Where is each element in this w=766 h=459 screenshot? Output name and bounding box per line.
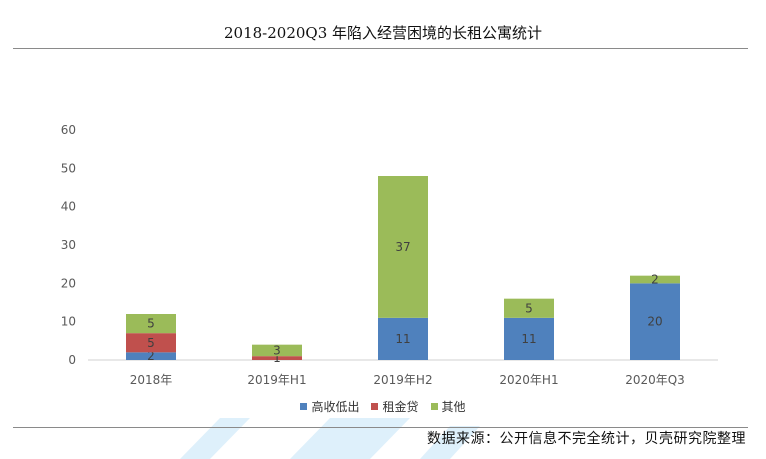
y-tick-label: 30 — [61, 238, 76, 252]
legend-label-2: 其他 — [441, 400, 466, 414]
data-label: 2 — [147, 349, 155, 363]
data-label: 5 — [147, 317, 155, 331]
bar-segment — [252, 356, 302, 360]
legend-swatch-2 — [430, 403, 438, 410]
x-tick-label: 2020年Q3 — [625, 373, 685, 387]
legend-item: 租金贷 — [371, 398, 419, 415]
bar-segment — [252, 344, 302, 357]
bar-segment — [126, 314, 176, 334]
legend: 高收低出 租金贷 其他 — [0, 398, 766, 415]
data-label: 11 — [395, 332, 410, 346]
legend-item: 高收低出 — [300, 398, 359, 415]
bar-segment — [126, 352, 176, 360]
y-tick-label: 60 — [61, 123, 76, 137]
y-tick-label: 10 — [61, 315, 76, 329]
y-axis: 0 10 20 30 40 50 60 — [61, 123, 76, 367]
data-label: 37 — [395, 240, 410, 254]
bar-segment — [630, 275, 680, 284]
data-label: 3 — [273, 343, 281, 357]
bar-segment — [504, 317, 554, 360]
source-note: 数据来源：公开信息不完全统计，贝壳研究院整理 — [427, 431, 746, 447]
bottom-divider — [13, 427, 748, 428]
chart-title: 2018-2020Q3 年陷入经营困境的长租公寓统计 — [223, 24, 543, 42]
data-label: 1 — [273, 351, 281, 365]
y-tick-label: 40 — [61, 200, 76, 214]
y-tick-label: 50 — [61, 161, 76, 175]
x-tick-label: 2020年H1 — [499, 373, 558, 387]
data-label: 5 — [525, 301, 533, 315]
data-label: 20 — [647, 315, 662, 329]
legend-swatch-1 — [371, 403, 379, 410]
x-tick-label: 2019年H1 — [247, 373, 306, 387]
y-tick-label: 20 — [61, 276, 76, 290]
top-divider — [13, 48, 748, 49]
legend-item: 其他 — [430, 398, 466, 415]
bar-segment — [630, 283, 680, 360]
legend-label-1: 租金贷 — [382, 400, 419, 414]
bar-segment — [126, 333, 176, 353]
bar-segment — [504, 298, 554, 318]
watermark-graphic — [180, 418, 480, 459]
x-axis: 2018年 2019年H1 2019年H2 2020年H1 2020年Q3 — [130, 373, 685, 387]
data-label: 2 — [651, 273, 659, 287]
data-label: 5 — [147, 336, 155, 350]
legend-label-0: 高收低出 — [311, 400, 360, 414]
legend-swatch-0 — [300, 403, 308, 410]
data-label: 11 — [521, 332, 536, 346]
bar-segment — [378, 176, 428, 318]
x-tick-label: 2019年H2 — [373, 373, 432, 387]
x-tick-label: 2018年 — [130, 373, 173, 387]
bar-segment — [378, 317, 428, 360]
y-tick-label: 0 — [68, 353, 76, 367]
